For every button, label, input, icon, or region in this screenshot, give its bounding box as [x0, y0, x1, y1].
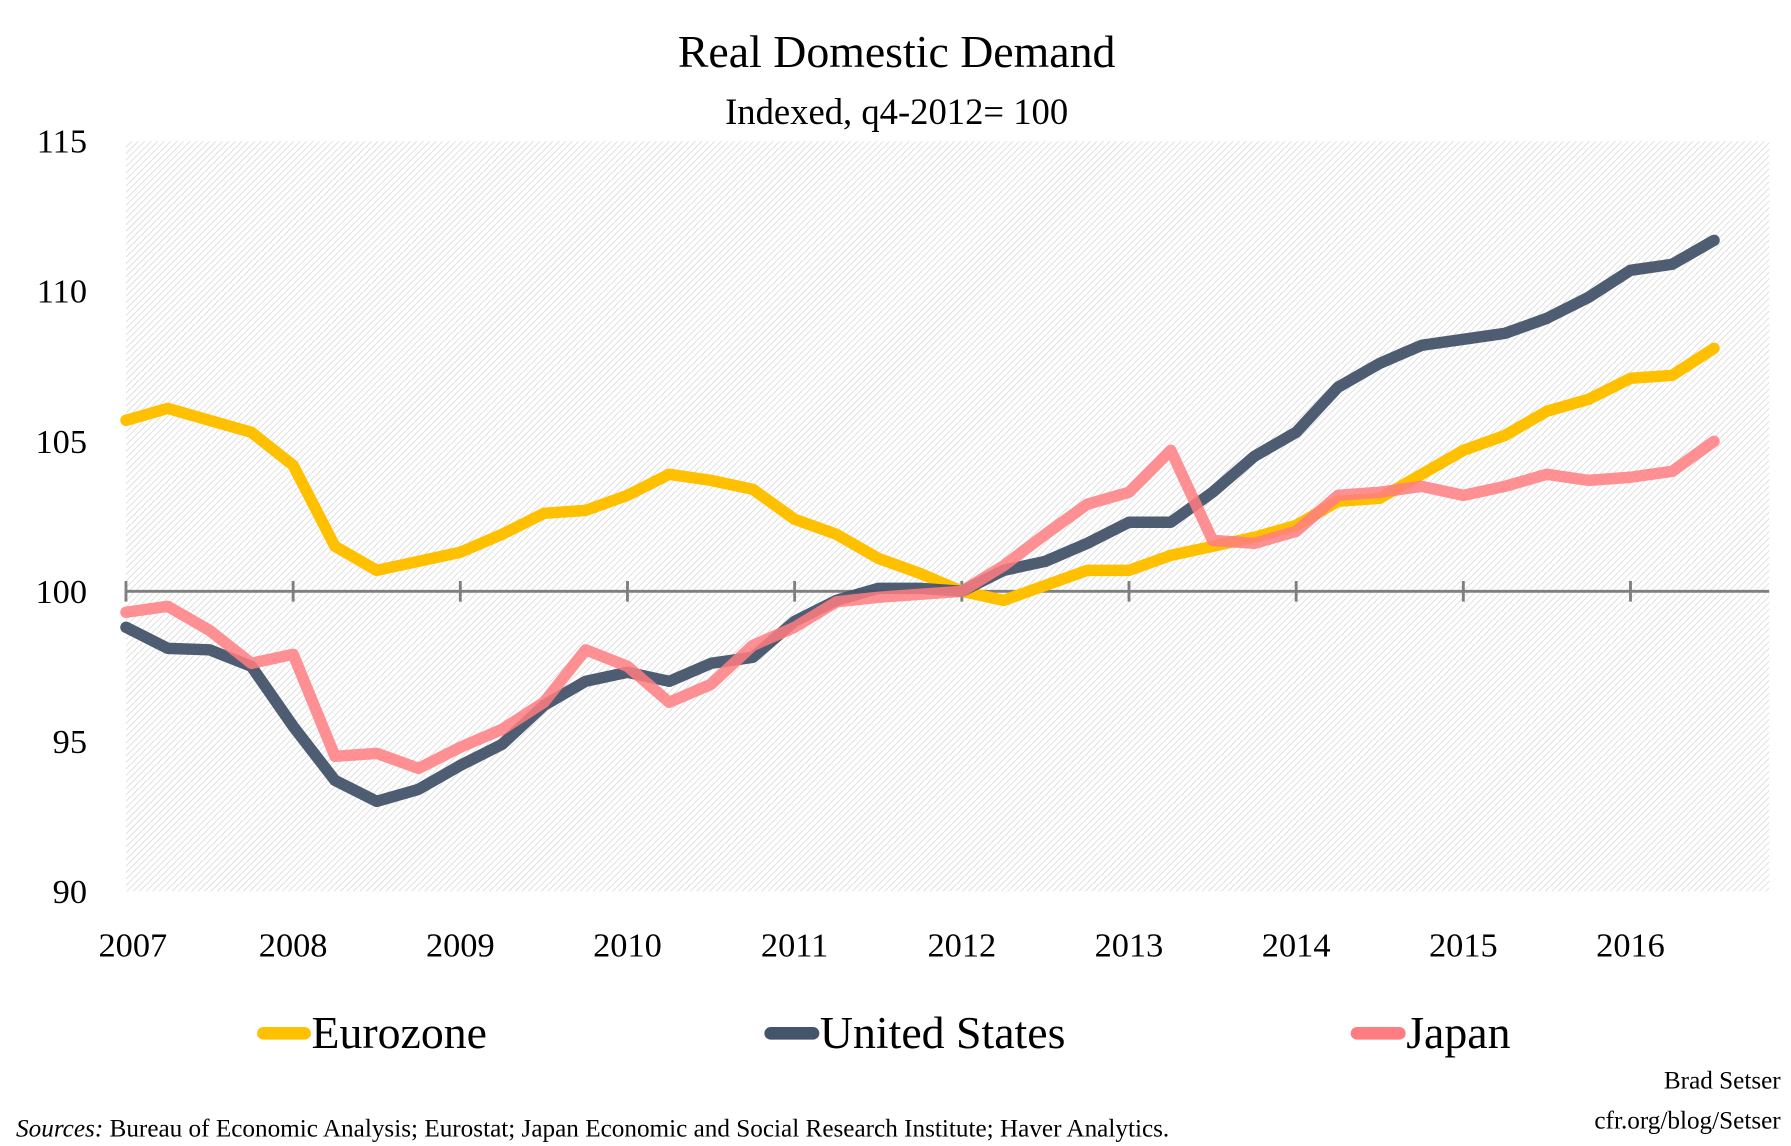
legend-label: Japan	[1406, 1007, 1510, 1058]
sources-text: Bureau of Economic Analysis; Eurostat; J…	[103, 1115, 1169, 1142]
x-tick-label: 2014	[1262, 927, 1331, 965]
author-credit: Brad Setser	[1664, 1067, 1781, 1094]
y-tick-label: 105	[36, 423, 88, 461]
x-tick-label: 2011	[761, 927, 828, 965]
legend-label: United States	[820, 1007, 1065, 1058]
x-tick-label: 2009	[426, 927, 495, 965]
sources-note: Sources: Bureau of Economic Analysis; Eu…	[16, 1115, 1169, 1142]
plot-area	[125, 141, 1770, 892]
x-tick-label: 2016	[1596, 927, 1665, 965]
chart-title: Real Domestic Demand	[678, 26, 1116, 77]
x-tick-label: 2012	[927, 927, 996, 965]
y-tick-label: 115	[37, 123, 87, 161]
x-tick-label: 2015	[1429, 927, 1498, 965]
x-tick-label: 2008	[259, 927, 328, 965]
x-tick-label: 2007	[98, 927, 167, 965]
legend-label: Eurozone	[311, 1007, 486, 1058]
legend-item-eurozone: Eurozone	[257, 1007, 487, 1058]
x-tick-label: 2013	[1095, 927, 1164, 965]
author-url: cfr.org/blog/Setser	[1594, 1107, 1781, 1134]
series-line-united-states	[120, 234, 1720, 808]
x-tick-label: 2010	[593, 927, 662, 965]
chart-subtitle: Indexed, q4-2012= 100	[725, 91, 1068, 132]
y-tick-label: 110	[37, 273, 87, 311]
series-line-eurozone	[120, 342, 1720, 607]
series-line-japan	[120, 435, 1720, 775]
y-tick-label: 95	[53, 723, 87, 761]
y-tick-label: 100	[36, 573, 88, 611]
legend-item-united-states: United States	[764, 1007, 1065, 1058]
legend-item-japan: Japan	[1350, 1007, 1511, 1058]
y-tick-label: 90	[53, 873, 87, 911]
sources-label: Sources:	[16, 1115, 103, 1142]
